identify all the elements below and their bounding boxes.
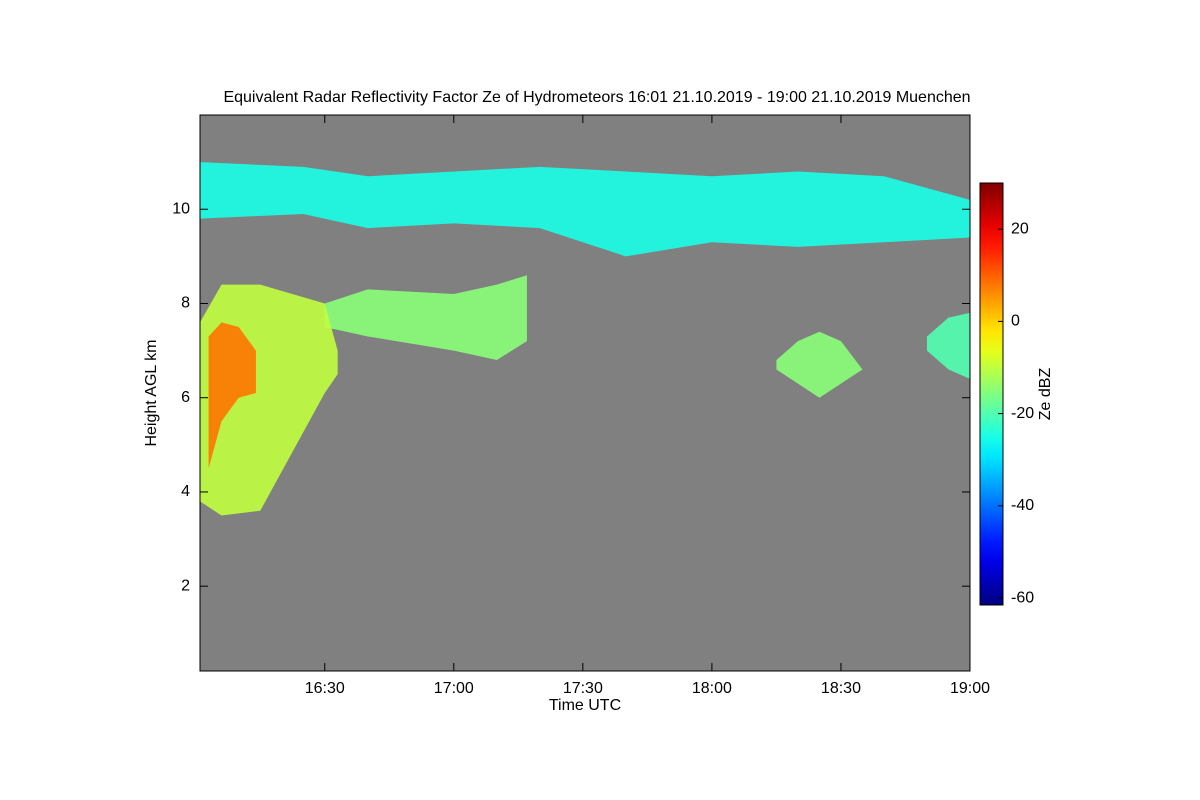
echo-region [926,312,970,379]
plot-frame [199,114,971,672]
chart-title: Equivalent Radar Reflectivity Factor Ze … [223,89,970,106]
colorbar-tick-label: -40 [1011,497,1034,514]
colorbar-tick-label: 20 [1011,220,1029,237]
x-tick-label: 16:30 [305,680,345,697]
colorbar-tick-label: -20 [1011,405,1034,422]
y-tick-label: 10 [172,200,190,217]
echo-region [208,322,256,469]
y-tick-label: 8 [181,295,190,312]
x-tick-label: 17:00 [434,680,474,697]
echo-region [776,331,863,398]
y-tick-label: 4 [181,483,190,500]
x-tick-label: 18:00 [692,680,732,697]
y-axis-label: Height AGL km [143,339,160,446]
x-tick-label: 17:30 [563,680,603,697]
echo-region [324,275,527,361]
x-tick-label: 18:30 [821,680,861,697]
y-tick-label: 2 [181,577,190,594]
colorbar-tick-label: 0 [1011,313,1020,330]
echo-region [200,162,970,257]
y-tick-label: 6 [181,389,190,406]
x-tick-label: 19:00 [950,680,990,697]
colorbar-tick-label: -60 [1011,589,1034,606]
colorbar-label: Ze dBZ [1037,368,1054,421]
colorbar [979,182,1004,606]
x-axis-label: Time UTC [549,697,621,714]
